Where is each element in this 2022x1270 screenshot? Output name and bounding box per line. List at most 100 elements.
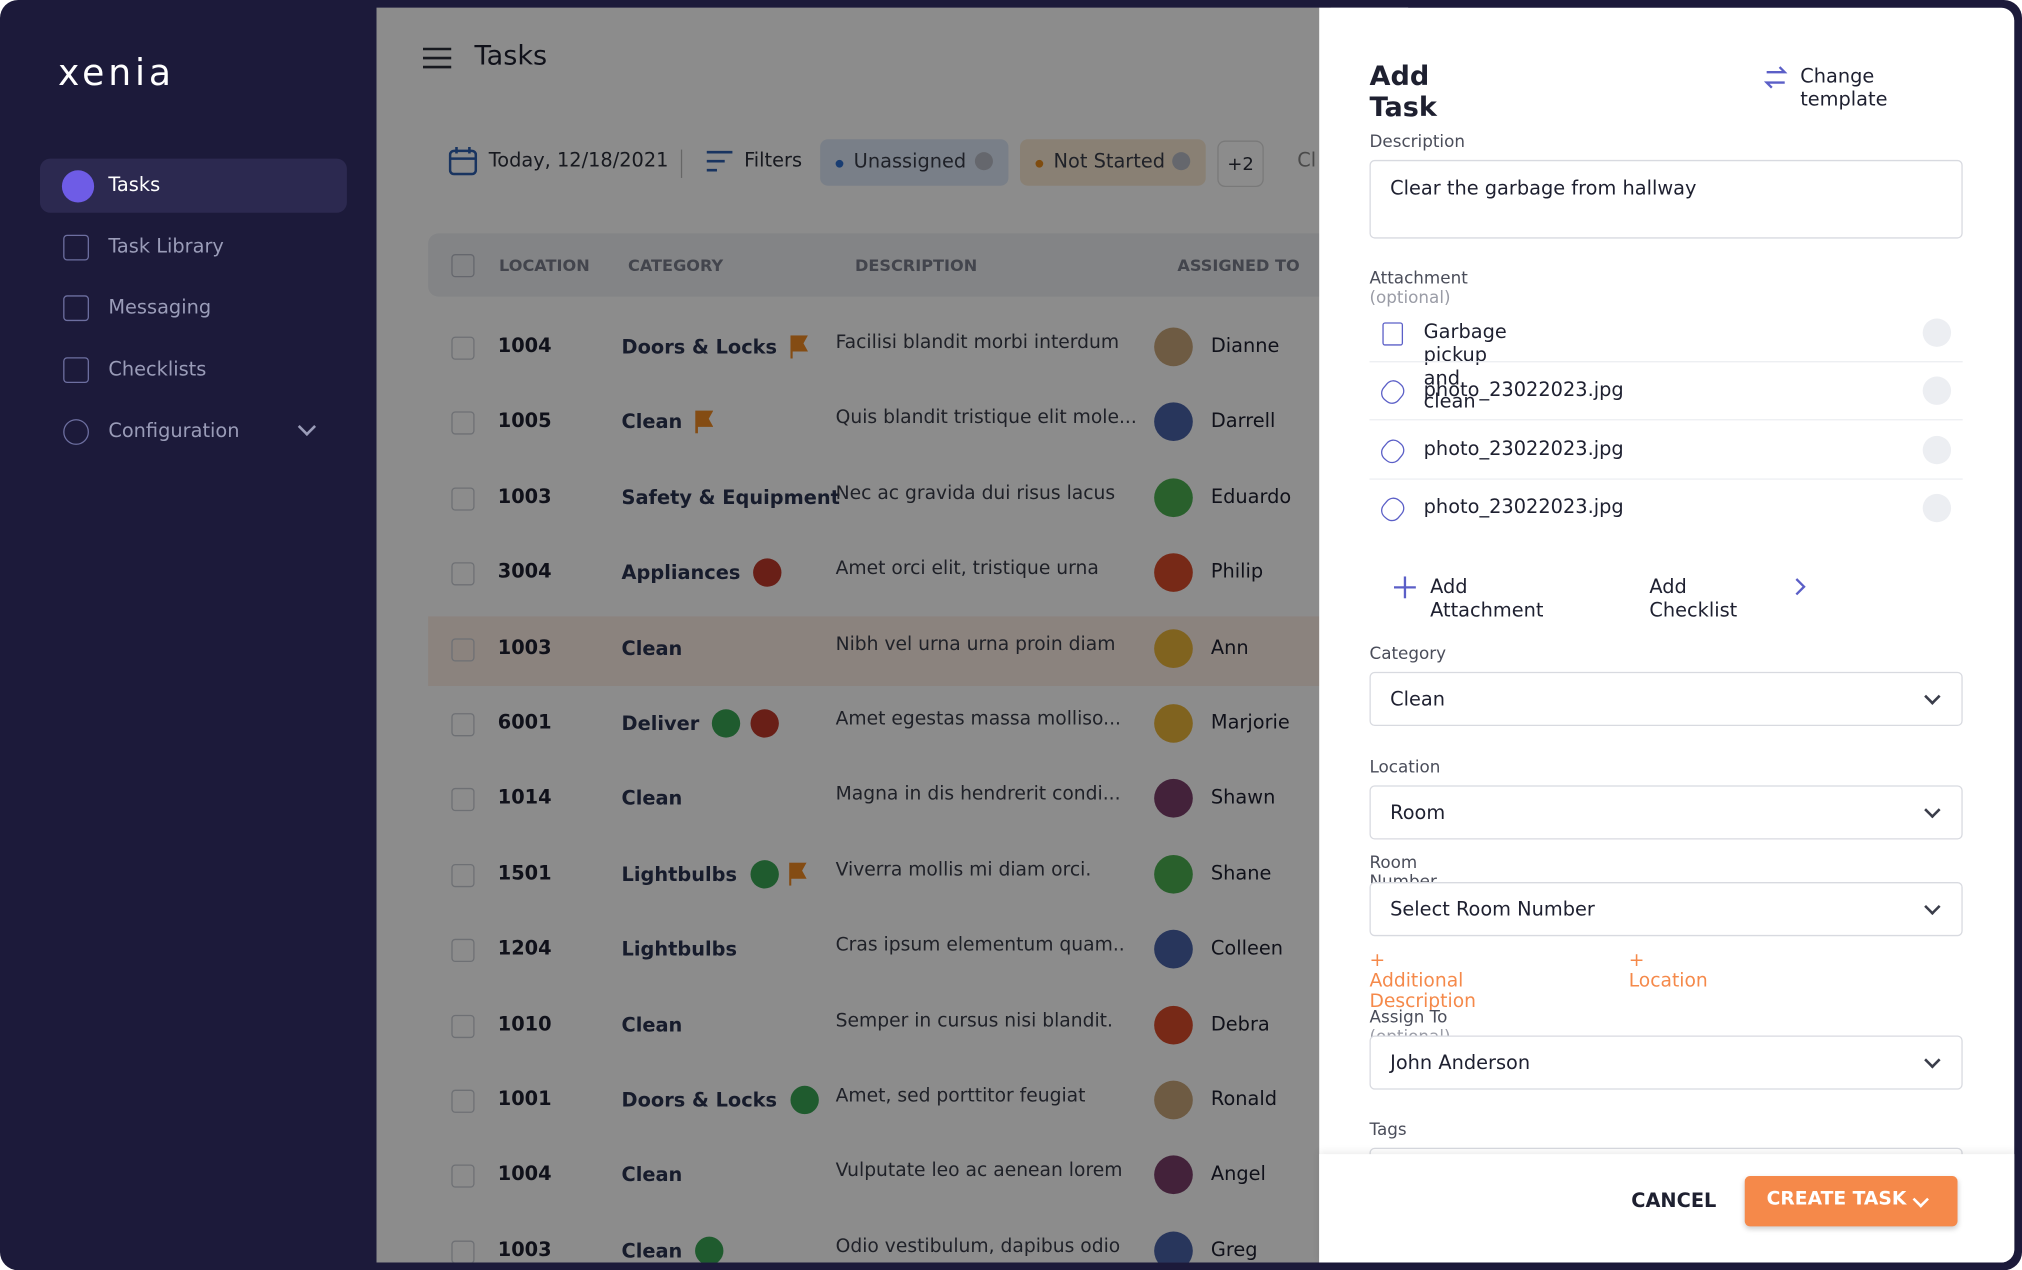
row-checkbox[interactable]: [451, 713, 475, 737]
room-select[interactable]: Select Room Number: [1369, 882, 1963, 937]
assignee-cell: Dianne: [1210, 333, 1280, 358]
more-chip[interactable]: +2: [1217, 140, 1264, 187]
location-cell: 1005: [497, 409, 552, 433]
category-cell: Deliver: [622, 707, 780, 741]
remove-attachment[interactable]: [1922, 377, 1952, 406]
avatar: [1154, 704, 1193, 743]
change-template[interactable]: Change template: [1800, 64, 1888, 111]
add-attachment[interactable]: Add Attachment: [1430, 575, 1544, 622]
cancel-button[interactable]: CANCEL: [1631, 1188, 1717, 1213]
location-cell: 3004: [497, 559, 552, 584]
location-cell: 1003: [497, 635, 552, 659]
assignee-cell: Shawn: [1210, 785, 1276, 810]
row-checkbox[interactable]: [451, 863, 475, 887]
location-select[interactable]: Room: [1369, 785, 1963, 840]
category-cell: Doors & Locks: [622, 1083, 819, 1117]
row-checkbox[interactable]: [451, 1089, 475, 1113]
category-cell: Clean: [622, 631, 685, 665]
remove-attachment[interactable]: [1922, 435, 1952, 464]
nav-item[interactable]: Task Library: [108, 234, 224, 258]
location-cell: 1003: [497, 484, 552, 508]
row-checkbox[interactable]: [451, 1240, 475, 1263]
separator: [1369, 478, 1963, 480]
row-highlight: [428, 615, 1409, 686]
header-checkbox[interactable]: [451, 254, 475, 278]
filters-button[interactable]: Filters: [744, 148, 803, 172]
row-checkbox[interactable]: [451, 411, 475, 436]
assignee-cell: Darrell: [1210, 409, 1276, 433]
description-cell: Viverra mollis mi diam orci.: [835, 859, 1092, 881]
avatar: [1154, 327, 1193, 367]
column-header[interactable]: LOCATION: [499, 255, 590, 275]
nav-item[interactable]: Configuration: [108, 418, 240, 443]
nav-icon: [63, 418, 89, 445]
date-filter[interactable]: Today, 12/18/2021: [488, 148, 669, 172]
description-cell: Quis blandit tristique elit mole...: [835, 407, 1137, 429]
menu-icon[interactable]: [422, 46, 452, 69]
checklist-icon: [1382, 322, 1404, 346]
row-checkbox[interactable]: [451, 487, 475, 511]
row-checkbox[interactable]: [451, 939, 475, 963]
location-cell: 1003: [497, 1237, 552, 1261]
repeat-icon: [712, 709, 741, 738]
main: Tasks Today, 12/18/2021 Filters +2 Cl Un…: [376, 7, 1409, 1263]
avatar: [1154, 1005, 1193, 1045]
category-text: Lightbulbs: [621, 862, 737, 886]
remove-attachment[interactable]: [1922, 318, 1952, 347]
add-checklist[interactable]: Add Checklist: [1649, 575, 1738, 622]
nav-item[interactable]: Checklists: [108, 357, 207, 381]
description-cell: Odio vestibulum, dapibus odio: [835, 1236, 1121, 1258]
filter-chip[interactable]: Unassigned: [820, 139, 1009, 186]
category-cell: Clean: [622, 1234, 724, 1263]
chip-label: Unassigned: [853, 149, 967, 173]
chip-label: Not Started: [1053, 149, 1166, 173]
category-select[interactable]: Clean: [1369, 671, 1963, 727]
repeat-icon: [789, 1085, 819, 1115]
row-checkbox[interactable]: [451, 1164, 475, 1189]
category-cell: Appliances: [622, 556, 782, 590]
row-checkbox[interactable]: [451, 336, 475, 360]
assign-select[interactable]: John Anderson: [1369, 1035, 1963, 1090]
location-cell: 1004: [497, 1162, 552, 1186]
table-header: [428, 233, 1409, 297]
attachment-name: photo_23022023.jpg: [1423, 436, 1624, 461]
category-cell: Clean: [622, 405, 714, 439]
remove-attachment[interactable]: [1922, 494, 1952, 523]
attachment-name: Garbage pickup and clean: [1423, 319, 1507, 413]
column-header[interactable]: DESCRIPTION: [854, 255, 978, 275]
avatar: [1154, 1155, 1193, 1195]
chip-remove[interactable]: [974, 152, 993, 171]
clear-filters[interactable]: Cl: [1297, 148, 1317, 172]
row-checkbox[interactable]: [451, 1014, 475, 1038]
assignee-cell: Greg: [1210, 1237, 1258, 1261]
backdrop: [376, 7, 1331, 1263]
description-cell: Amet, sed porttitor feugiat: [835, 1085, 1086, 1107]
nav-item[interactable]: Messaging: [108, 295, 212, 320]
category-text: Clean: [621, 410, 683, 434]
chip-remove[interactable]: [1172, 152, 1191, 171]
column-header[interactable]: ASSIGNED TO: [1177, 255, 1300, 275]
row-checkbox[interactable]: [451, 637, 475, 662]
category-cell: Clean: [622, 1008, 685, 1042]
link-additional-description[interactable]: + Additional Description: [1369, 950, 1476, 1013]
location-cell: 1014: [497, 785, 552, 810]
assignee-cell: Debra: [1210, 1011, 1270, 1035]
description-input[interactable]: Clear the garbage from hallway: [1369, 159, 1963, 239]
category-text: Doors & Locks: [621, 1088, 778, 1112]
description-cell: Facilisi blandit morbi interdum: [835, 332, 1120, 354]
assignee-cell: Angel: [1210, 1162, 1266, 1186]
category-cell: Doors & Locks: [622, 330, 808, 364]
description-cell: Amet orci elit, tristique urna: [835, 558, 1099, 580]
link-location[interactable]: + Location: [1628, 950, 1708, 992]
column-header[interactable]: CATEGORY: [628, 255, 724, 275]
filter-chip[interactable]: Not Started: [1020, 139, 1206, 186]
avatar: [1154, 1231, 1193, 1263]
overdue-icon: [753, 558, 782, 587]
logo: xenia: [58, 51, 175, 95]
row-checkbox[interactable]: [451, 562, 475, 586]
description-cell: Semper in cursus nisi blandit.: [835, 1010, 1113, 1032]
create-task-button[interactable]: CREATE TASK: [1744, 1176, 1958, 1227]
row-checkbox[interactable]: [451, 788, 475, 812]
nav-item[interactable]: Tasks: [108, 172, 161, 197]
avatar: [1154, 402, 1193, 442]
